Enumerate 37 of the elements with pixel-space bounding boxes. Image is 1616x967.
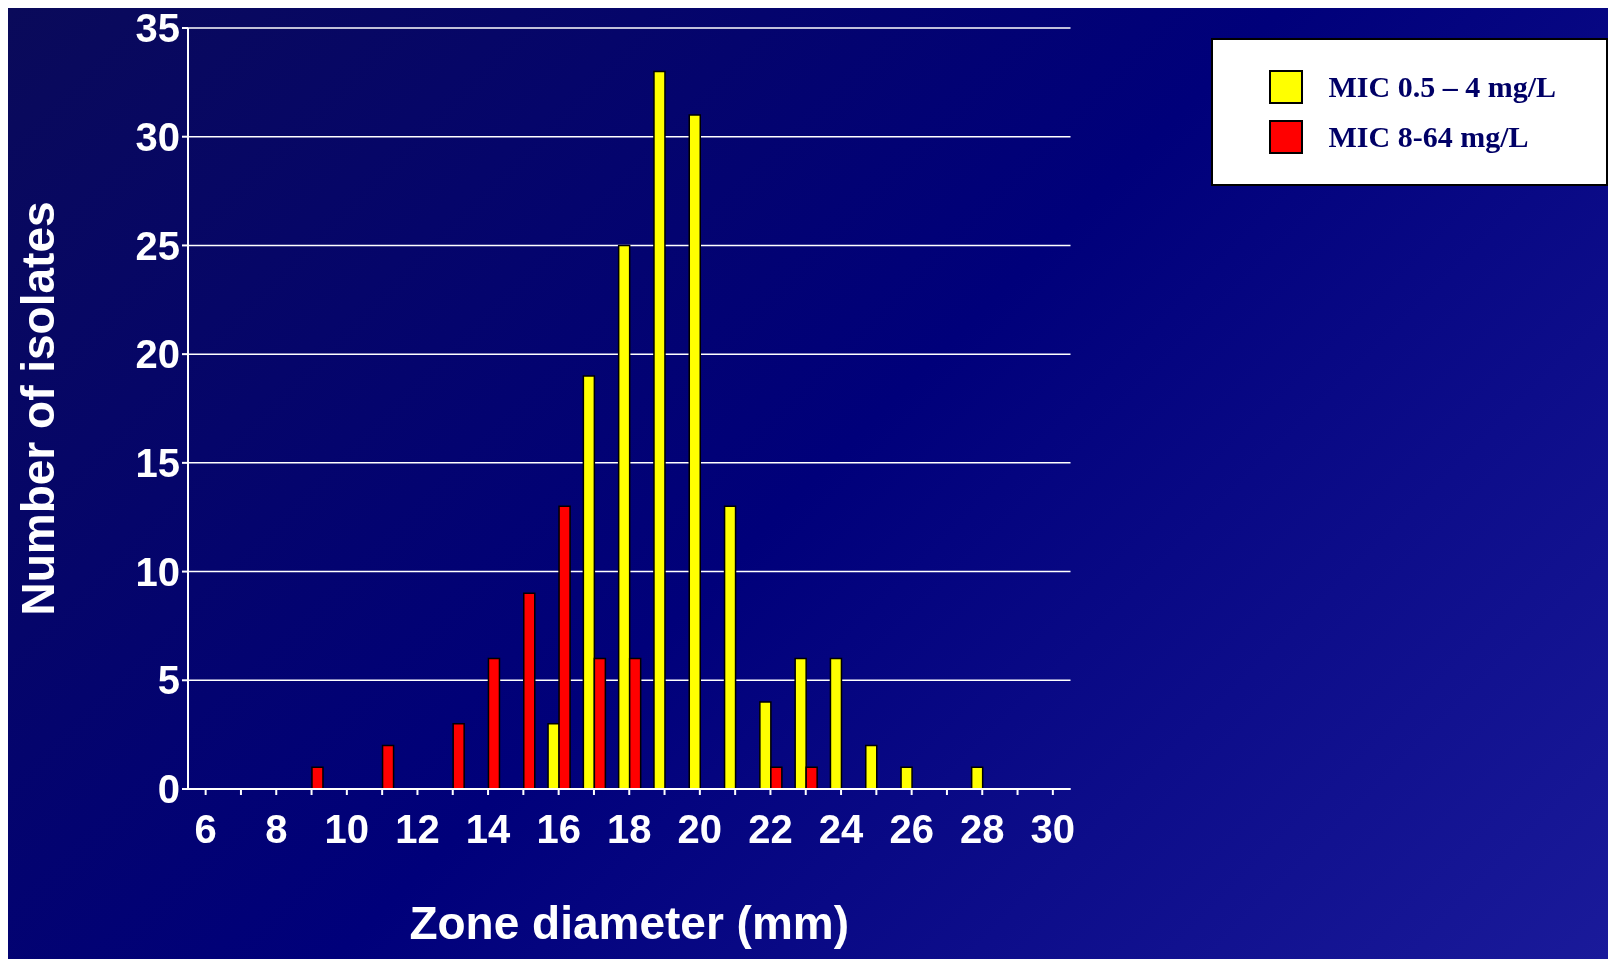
x-tick-label: 22 bbox=[748, 807, 793, 852]
x-tick-label: 12 bbox=[395, 807, 440, 852]
y-tick-label: 20 bbox=[135, 332, 180, 377]
x-tick-label: 10 bbox=[324, 807, 370, 852]
x-tick-label: 14 bbox=[465, 807, 512, 852]
y-axis-title: Number of isolates bbox=[12, 201, 65, 616]
bar bbox=[970, 766, 984, 789]
bar bbox=[381, 744, 395, 789]
x-tick-label: 8 bbox=[265, 807, 288, 852]
bar bbox=[311, 766, 324, 789]
y-tick-label: 5 bbox=[157, 658, 180, 703]
x-tick-label: 30 bbox=[1030, 807, 1076, 852]
bar bbox=[723, 505, 737, 789]
x-tick-label: 28 bbox=[960, 807, 1005, 852]
y-tick-label: 30 bbox=[135, 114, 180, 159]
bar bbox=[900, 766, 913, 789]
legend-label: MIC 0.5 – 4 mg/L bbox=[1328, 70, 1556, 104]
y-tick-label: 10 bbox=[135, 549, 180, 594]
bar bbox=[523, 592, 536, 789]
bar bbox=[452, 723, 465, 789]
bar bbox=[865, 744, 878, 789]
x-tick-label: 20 bbox=[677, 807, 723, 852]
x-tick-label: 6 bbox=[194, 807, 217, 852]
y-tick-label: 35 bbox=[135, 6, 180, 51]
x-tick-label: 16 bbox=[536, 807, 581, 852]
y-tick-label: 25 bbox=[135, 223, 180, 268]
x-tick-label: 24 bbox=[818, 807, 865, 852]
bar bbox=[829, 657, 843, 789]
y-tick-label: 15 bbox=[135, 441, 180, 486]
bar bbox=[688, 114, 702, 789]
bar bbox=[653, 70, 666, 789]
bar bbox=[487, 657, 501, 789]
x-tick-label: 18 bbox=[607, 807, 652, 852]
x-axis-title: Zone diameter (mm) bbox=[409, 897, 850, 949]
y-tick-label: 0 bbox=[157, 767, 180, 812]
x-tick-label: 26 bbox=[889, 807, 934, 852]
legend-label: MIC 8-64 mg/L bbox=[1328, 120, 1529, 154]
